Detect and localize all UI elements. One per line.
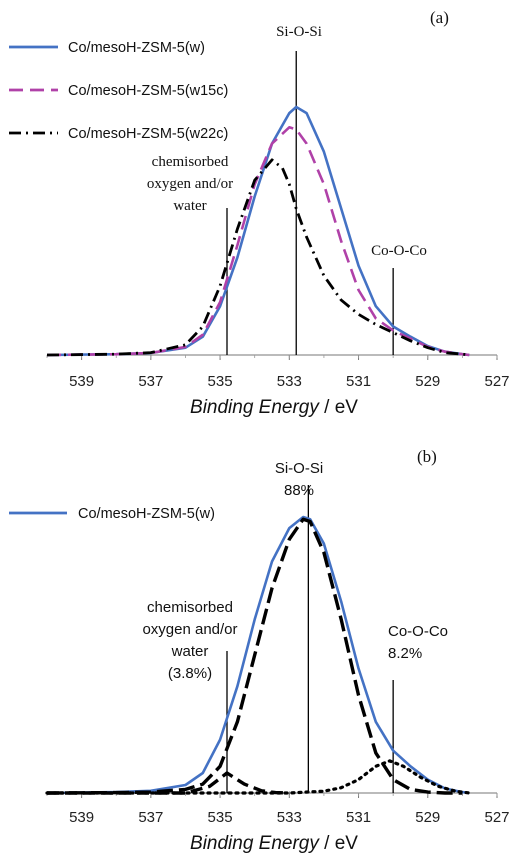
series-line-co-mesoh-zsm-5-w15c- bbox=[46, 126, 470, 357]
series-line-component-1 bbox=[46, 517, 463, 795]
legend-entry: Co/mesoH-ZSM-5(w) bbox=[68, 40, 205, 56]
x-tick-label: 529 bbox=[415, 373, 440, 390]
x-tick-label: 535 bbox=[208, 809, 233, 826]
legend-entry: Co/mesoH-ZSM-5(w22c) bbox=[68, 126, 228, 142]
chart-panel-a: (a) 539 537 535 533 531 529 527 Binding Energy /… bbox=[9, 8, 510, 418]
annotation-label: Si-O-Si bbox=[276, 24, 322, 40]
series-line-co-mesoh-zsm-5-w22c- bbox=[46, 158, 470, 357]
x-tick-label: 527 bbox=[484, 809, 509, 826]
x-tick-label: 531 bbox=[346, 373, 371, 390]
x-tick-label: 529 bbox=[415, 809, 440, 826]
x-tick-label: 537 bbox=[138, 373, 163, 390]
annotation-label: Co-O-Co bbox=[388, 623, 448, 640]
x-axis-title-main: Binding Energy bbox=[190, 833, 320, 854]
annotation-label: Si-O-Si bbox=[275, 460, 323, 477]
x-axis-title: Binding Energy / eV bbox=[190, 397, 358, 418]
x-tick-label: 537 bbox=[138, 809, 163, 826]
annotation-label: water bbox=[173, 198, 206, 214]
annotation-label: (3.8%) bbox=[168, 665, 212, 682]
x-tick-label: 531 bbox=[346, 809, 371, 826]
annotation-label: oxygen and/or bbox=[142, 621, 237, 638]
legend-entry: Co/mesoH-ZSM-5(w15c) bbox=[68, 83, 228, 99]
series-line-co-mesoh-zsm-5-w- bbox=[46, 515, 470, 795]
x-tick-label: 533 bbox=[277, 809, 302, 826]
annotation-label: 8.2% bbox=[388, 645, 422, 662]
x-tick-label: 539 bbox=[69, 373, 94, 390]
annotation-label: chemisorbed bbox=[147, 599, 233, 616]
annotation-label: 88% bbox=[284, 482, 314, 499]
annotation-label: water bbox=[171, 643, 209, 660]
x-tick-label: 535 bbox=[208, 373, 233, 390]
x-tick-label: 527 bbox=[484, 373, 509, 390]
x-axis-title-main: Binding Energy bbox=[190, 397, 320, 418]
legend-entry: Co/mesoH-ZSM-5(w) bbox=[78, 506, 215, 522]
panel-label: (b) bbox=[417, 447, 437, 466]
panel-label: (a) bbox=[430, 8, 449, 27]
annotation-label: Co-O-Co bbox=[371, 243, 427, 259]
x-axis-title-unit: / eV bbox=[319, 833, 358, 854]
series-line-component-3 bbox=[45, 759, 471, 795]
chart-panel-b: (b) 539 537 535 533 531 529 527 Binding Energy /… bbox=[9, 447, 510, 854]
x-axis-title-unit: / eV bbox=[319, 397, 358, 418]
x-tick-label: 533 bbox=[277, 373, 302, 390]
x-tick-label: 539 bbox=[69, 809, 94, 826]
annotation-label: oxygen and/or bbox=[147, 176, 233, 192]
annotation-label: chemisorbed bbox=[152, 154, 229, 170]
x-axis-title: Binding Energy / eV bbox=[190, 833, 358, 854]
series-line-co-mesoh-zsm-5-w- bbox=[46, 105, 470, 357]
